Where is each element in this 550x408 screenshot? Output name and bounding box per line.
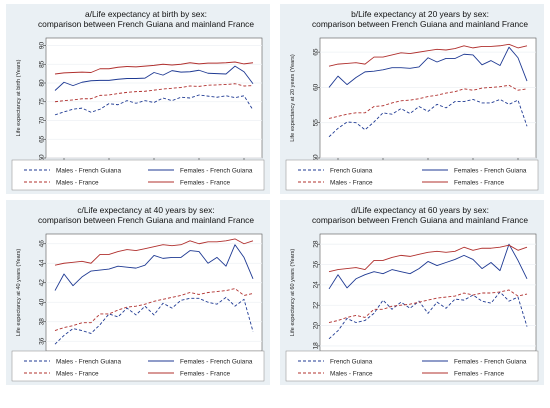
y-tick-label: 20 [313,322,320,330]
series-line-solid-1 [54,244,254,291]
chart-title-line: comparison between French Guiana and mai… [312,19,528,29]
series-line-dashed-2 [328,84,528,119]
legend: Males - French Guiana Females - French Gu… [11,350,265,382]
y-tick-label: 75 [39,98,46,106]
chart-title-line: d/Life expectancy at 60 years by sex: [351,205,489,215]
y-axis-label: Life expectancy at 40 years (Years) [16,249,22,337]
chart-title-line: c/Life expectancy at 40 years by sex: [77,205,214,215]
legend-label: Females - French Guiana [180,167,253,174]
legend-label: Males - France [330,370,373,377]
legend-label: Females - France [454,179,505,186]
legend: French Guiana Females - French Guiana Male… [285,350,539,382]
plot-area [319,37,537,159]
y-tick-label: 26 [313,261,320,269]
legend-label: Males - French Guiana [56,167,121,174]
legend-label: Males - France [56,370,99,377]
y-axis-label: Life expectancy at birth (Years) [16,59,22,136]
series-line-dashed-0 [328,291,528,340]
series-line-dashed-2 [54,288,254,331]
legend-box [11,350,265,382]
legend-label: Females - France [180,370,231,377]
legend-label: Females - French Guiana [454,167,527,174]
series-line-solid-1 [54,65,254,91]
y-axis-label: Life expectancy at 20 years (Years) [290,54,296,142]
chart-title: b/Life expectancy at 20 years by sex: com… [312,9,528,29]
y-tick-label: 28 [313,240,320,248]
legend-label: Females - French Guiana [454,358,527,365]
legend: French Guiana Females - French Guiana Male… [285,159,539,191]
plot-area [319,233,537,352]
series-line-solid-3 [328,43,528,67]
chart-title: d/Life expectancy at 60 years by sex: com… [312,205,528,225]
series-line-solid-1 [328,46,528,88]
legend-label: French Guiana [330,167,373,174]
series-line-dashed-0 [328,98,528,138]
y-tick-label: 65 [313,48,320,56]
legend-label: Males - France [56,179,99,186]
y-tick-label: 24 [313,281,320,289]
y-tick-label: 55 [313,119,320,127]
series-line-solid-1 [328,243,528,290]
legend-box [285,159,539,191]
legend-box [285,350,539,382]
legend-label: Females - France [454,370,505,377]
series-line-solid-3 [54,61,254,75]
y-tick-label: 18 [313,342,320,350]
series-line-dashed-0 [54,296,254,345]
y-tick-label: 60 [313,83,320,91]
chart-panel-d: d/Life expectancy at 60 years by sex: com… [280,200,544,385]
legend-label: Females - France [180,179,231,186]
chart-title-line: comparison between French Guiana and mai… [38,215,254,225]
legend-label: French Guiana [330,358,373,365]
chart-panel-a: a/Life expectancy at birth by sex: compar… [6,4,270,194]
y-tick-label: 46 [39,240,46,248]
chart-panel-c: c/Life expectancy at 40 years by sex: com… [6,200,270,385]
legend-label: Females - French Guiana [180,358,253,365]
chart-title: c/Life expectancy at 40 years by sex: com… [38,205,254,225]
legend: Males - French Guiana Females - French Gu… [11,159,265,191]
y-tick-label: 80 [39,79,46,87]
y-tick-label: 65 [39,135,46,143]
legend-label: Males - French Guiana [56,358,121,365]
chart-panel-b: b/Life expectancy at 20 years by sex: com… [280,4,544,194]
series-line-dashed-2 [54,83,254,103]
y-tick-label: 38 [39,318,46,326]
chart-title-line: comparison between French Guiana and mai… [312,215,528,225]
chart-title-line: b/Life expectancy at 20 years by sex: [351,9,489,19]
plot-area [45,233,263,352]
series-line-solid-3 [328,244,528,273]
y-tick-label: 50 [313,154,320,162]
y-tick-label: 44 [39,259,46,267]
y-tick-label: 70 [39,117,46,125]
y-axis-label: Life expectancy at 60 years (Years) [290,249,296,337]
y-tick-label: 36 [39,337,46,345]
chart-title-line: comparison between French Guiana and mai… [38,19,254,29]
y-tick-label: 90 [39,42,46,50]
chart-title-line: a/Life expectancy at birth by sex: [85,9,207,19]
series-line-dashed-2 [328,289,528,323]
legend-box [11,159,265,191]
plot-area [45,37,263,159]
y-tick-label: 40 [39,298,46,306]
legend-label: Males - France [330,179,373,186]
y-tick-label: 60 [39,154,46,162]
y-tick-label: 42 [39,279,46,287]
y-tick-label: 85 [39,60,46,68]
y-tick-label: 22 [313,301,320,309]
series-line-solid-3 [54,238,254,266]
chart-title: a/Life expectancy at birth by sex: compar… [38,9,254,29]
